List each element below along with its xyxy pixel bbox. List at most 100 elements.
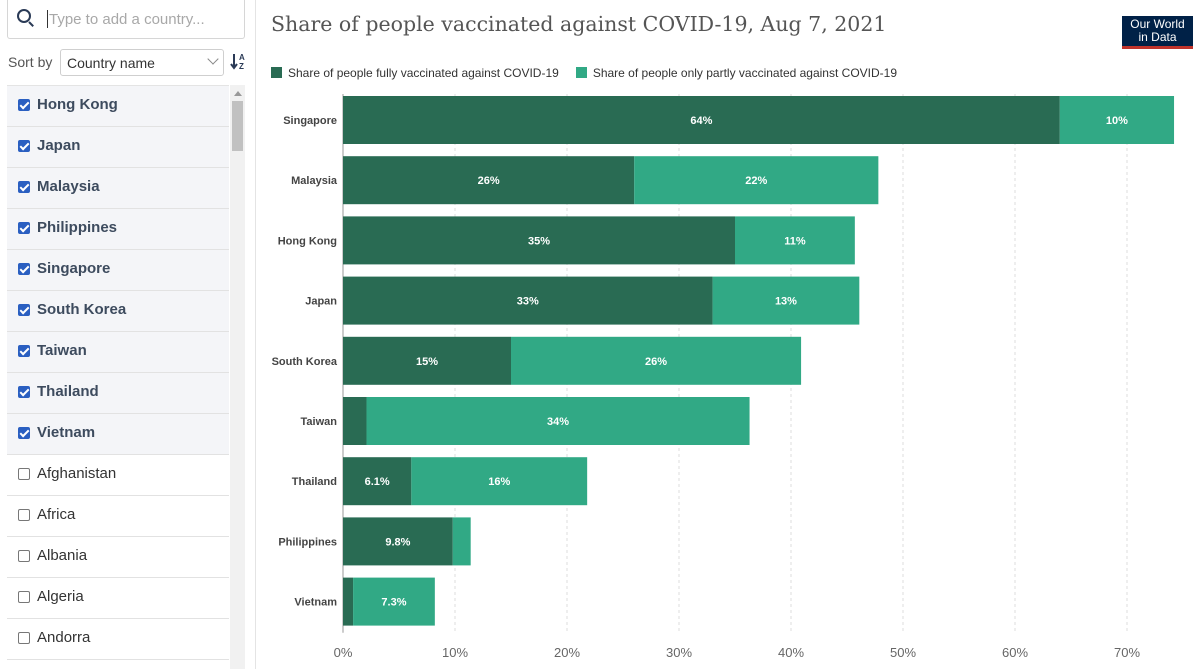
legend-label-partial: Share of people only partly vaccinated a… xyxy=(592,66,897,80)
chart-legend: Share of people fully vaccinated against… xyxy=(271,66,914,80)
x-tick-label: 60% xyxy=(1002,645,1028,660)
checkbox-checked-icon[interactable] xyxy=(18,345,30,357)
country-list-item[interactable]: Algeria xyxy=(7,578,229,619)
bar-partly-vaccinated[interactable] xyxy=(712,276,860,325)
checkbox-checked-icon[interactable] xyxy=(18,140,30,152)
checkbox-checked-icon[interactable] xyxy=(18,222,30,234)
data-label: 11% xyxy=(784,235,806,247)
bar-partly-vaccinated[interactable] xyxy=(1059,96,1175,144)
bar-fully-vaccinated[interactable] xyxy=(343,517,453,566)
country-list-item[interactable]: Andorra xyxy=(7,619,229,660)
country-name: Vietnam xyxy=(37,424,96,441)
data-label: 33% xyxy=(517,296,539,308)
search-icon xyxy=(17,9,31,23)
legend-swatch-partial xyxy=(575,67,587,78)
country-name: Japan xyxy=(37,137,81,154)
bar-partly-vaccinated[interactable] xyxy=(511,336,802,385)
category-label: Vietnam xyxy=(294,597,337,609)
legend-item-partly-vaccinated[interactable]: Share of people only partly vaccinated a… xyxy=(575,66,897,80)
bar-fully-vaccinated[interactable] xyxy=(343,96,1060,144)
country-list-item[interactable]: Albania xyxy=(7,537,229,578)
data-label: 26% xyxy=(645,356,667,368)
country-list-item[interactable]: Thailand xyxy=(7,373,229,414)
data-label: 16% xyxy=(488,476,510,488)
category-label: Japan xyxy=(305,296,337,308)
country-list-item[interactable]: Malaysia xyxy=(7,168,229,209)
checkbox-icon[interactable] xyxy=(18,550,30,562)
owid-logo[interactable]: Our World in Data xyxy=(1122,16,1193,49)
category-label: Philippines xyxy=(278,536,337,548)
country-list-item[interactable]: Philippines xyxy=(7,209,229,250)
bar-partly-vaccinated[interactable] xyxy=(353,577,435,626)
checkbox-checked-icon[interactable] xyxy=(18,427,30,439)
chart-title: Share of people vaccinated against COVID… xyxy=(271,12,887,36)
bar-fully-vaccinated[interactable] xyxy=(343,457,412,506)
data-label: 7.3% xyxy=(381,597,406,609)
country-list-scrollbar[interactable] xyxy=(230,85,245,669)
bar-partly-vaccinated[interactable] xyxy=(366,397,750,445)
data-label: 26% xyxy=(478,175,500,187)
category-label: Singapore xyxy=(283,115,337,127)
data-label: 9.8% xyxy=(385,536,410,548)
legend-swatch-full xyxy=(271,67,282,78)
category-label: Hong Kong xyxy=(278,235,337,247)
scrollbar-thumb[interactable] xyxy=(232,101,243,151)
bar-partly-vaccinated[interactable] xyxy=(452,517,471,566)
bar-partly-vaccinated[interactable] xyxy=(735,216,855,265)
country-list-item[interactable]: Angola xyxy=(7,660,229,670)
svg-text:A: A xyxy=(239,53,245,62)
data-label: 35% xyxy=(528,235,550,247)
category-label: Thailand xyxy=(292,476,337,488)
checkbox-icon[interactable] xyxy=(18,632,30,644)
country-list: Hong Kong Japan Malaysia Philippines Singapo… xyxy=(7,85,229,670)
checkbox-icon[interactable] xyxy=(18,509,30,521)
country-name: Africa xyxy=(37,506,76,523)
x-tick-label: 10% xyxy=(442,645,468,660)
bar-fully-vaccinated[interactable] xyxy=(343,276,713,325)
scroll-up-icon[interactable] xyxy=(234,91,242,96)
logo-line-2: in Data xyxy=(1138,30,1177,44)
bar-fully-vaccinated[interactable] xyxy=(343,156,635,205)
text-cursor xyxy=(47,10,48,28)
data-label: 15% xyxy=(416,356,438,368)
sort-select[interactable]: Country name xyxy=(60,49,224,76)
country-list-item[interactable]: Hong Kong xyxy=(7,86,229,127)
country-list-item[interactable]: South Korea xyxy=(7,291,229,332)
country-list-item[interactable]: Singapore xyxy=(7,250,229,291)
checkbox-icon[interactable] xyxy=(18,591,30,603)
checkbox-checked-icon[interactable] xyxy=(18,181,30,193)
bar-partly-vaccinated[interactable] xyxy=(634,156,879,205)
category-label: Malaysia xyxy=(291,175,338,187)
bar-fully-vaccinated[interactable] xyxy=(343,336,511,385)
x-tick-label: 50% xyxy=(890,645,916,660)
checkbox-checked-icon[interactable] xyxy=(18,304,30,316)
country-list-item[interactable]: Taiwan xyxy=(7,332,229,373)
bar-partly-vaccinated[interactable] xyxy=(411,457,588,506)
data-label: 10% xyxy=(1106,115,1128,127)
data-label: 6.1% xyxy=(365,476,390,488)
bar-fully-vaccinated[interactable] xyxy=(343,577,354,626)
country-list-item[interactable]: Vietnam xyxy=(7,414,229,455)
country-search-input[interactable] xyxy=(49,7,234,31)
country-name: Algeria xyxy=(37,588,84,605)
checkbox-checked-icon[interactable] xyxy=(18,386,30,398)
sort-order-icon[interactable]: A Z xyxy=(230,51,248,71)
checkbox-checked-icon[interactable] xyxy=(18,263,30,275)
category-label: Taiwan xyxy=(301,416,338,428)
country-list-item[interactable]: Afghanistan xyxy=(7,455,229,496)
x-tick-label: 0% xyxy=(334,645,353,660)
category-label: South Korea xyxy=(272,356,338,368)
country-list-item[interactable]: Africa xyxy=(7,496,229,537)
data-label: 64% xyxy=(690,115,712,127)
bar-fully-vaccinated[interactable] xyxy=(343,216,735,265)
legend-item-fully-vaccinated[interactable]: Share of people fully vaccinated against… xyxy=(271,66,559,80)
country-list-item[interactable]: Japan xyxy=(7,127,229,168)
x-tick-label: 20% xyxy=(554,645,580,660)
country-name: Andorra xyxy=(37,629,91,646)
checkbox-checked-icon[interactable] xyxy=(18,99,30,111)
checkbox-icon[interactable] xyxy=(18,468,30,480)
bar-fully-vaccinated[interactable] xyxy=(343,397,367,445)
sort-by-label: Sort by xyxy=(8,54,53,70)
country-search-box[interactable] xyxy=(7,0,245,39)
